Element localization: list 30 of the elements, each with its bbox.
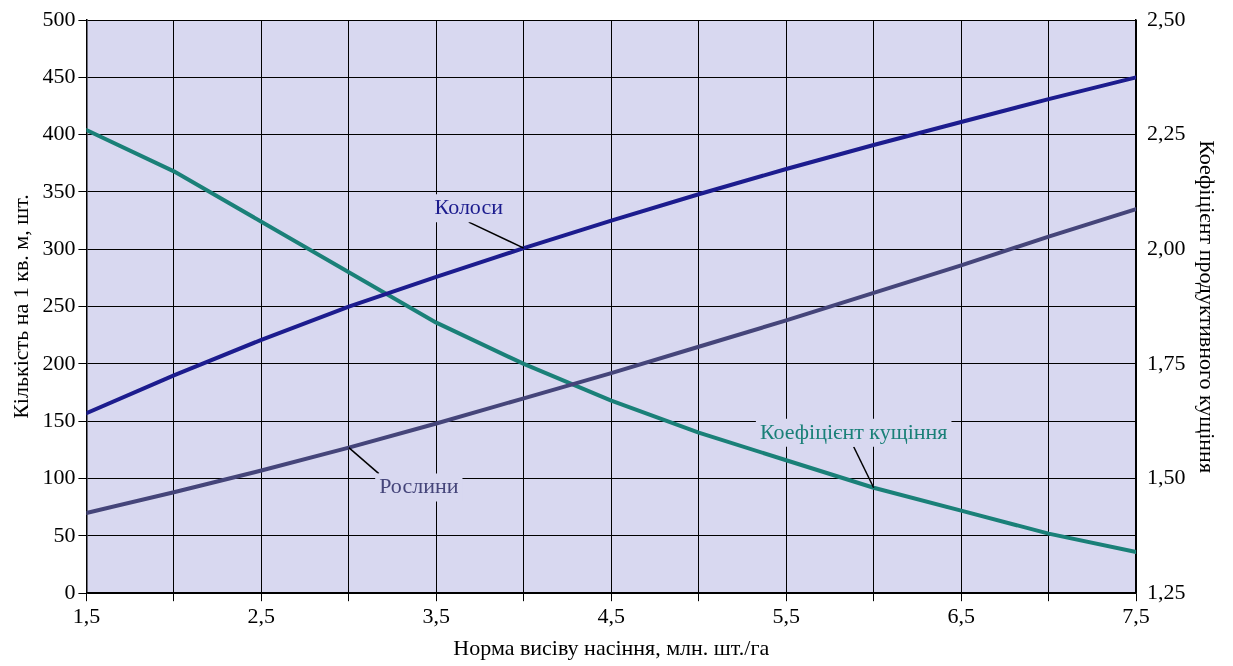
- y-tick-label: 200: [42, 349, 76, 375]
- y2-tick-label: 1,50: [1147, 464, 1186, 490]
- y-axis-title: Кількість на 1 кв. м, шт.: [7, 194, 33, 419]
- y-tick-label: 0: [64, 578, 76, 604]
- y-tick-label: 350: [42, 177, 76, 203]
- series-label: Коефіцієнт кущіння: [759, 418, 948, 444]
- y2-axis-title: Коефіцієнт продуктивного кущіння: [1195, 140, 1221, 474]
- y-tick-label: 400: [42, 120, 76, 146]
- y-tick-label: 500: [42, 5, 76, 31]
- series-label: Колоси: [434, 193, 504, 219]
- x-tick-label: 4,5: [597, 603, 625, 629]
- y-tick-label: 450: [42, 63, 76, 89]
- y-tick-label: 150: [42, 407, 76, 433]
- x-tick-label: 3,5: [422, 603, 451, 629]
- x-tick-label: 5,5: [772, 603, 800, 629]
- y2-tick-label: 2,00: [1147, 235, 1186, 261]
- x-axis-title: Норма висіву насіння, млн. шт./га: [453, 634, 770, 660]
- y2-tick-label: 2,50: [1147, 5, 1186, 31]
- y2-tick-label: 1,75: [1147, 349, 1186, 375]
- x-tick-label: 1,5: [72, 603, 101, 629]
- y2-tick-label: 2,25: [1147, 120, 1186, 146]
- y2-tick-label: 1,25: [1147, 578, 1186, 604]
- y-tick-label: 50: [53, 521, 76, 547]
- x-tick-label: 2,5: [247, 603, 276, 629]
- y-tick-label: 100: [42, 464, 76, 490]
- y-tick-label: 250: [42, 292, 76, 318]
- y-tick-label: 300: [42, 235, 76, 261]
- series-label: Рослини: [379, 473, 459, 499]
- x-tick-label: 7,5: [1122, 603, 1150, 629]
- x-tick-label: 6,5: [947, 603, 975, 629]
